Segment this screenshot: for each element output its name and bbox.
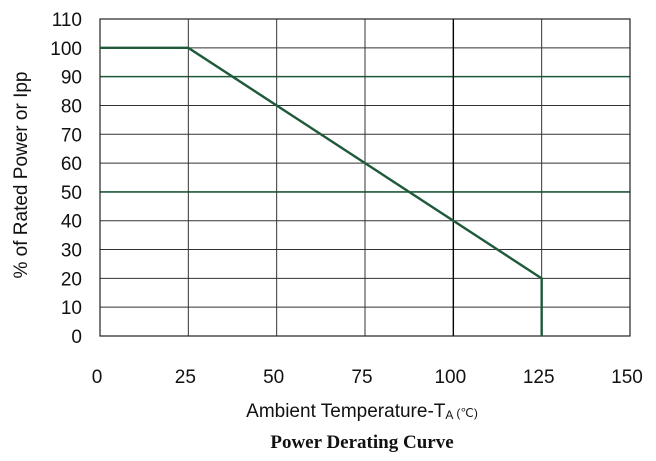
series-layer [99,46,543,337]
plot-frame [99,18,631,337]
x-axis-label-main: Ambient Temperature-T [246,401,446,422]
y-tick-label-90: 90 [61,68,82,89]
x-tick-label-125: 125 [523,367,555,388]
y-tick-label-50: 50 [61,183,82,204]
y-tick-label-10: 10 [61,298,82,319]
x-axis-label-subscript: A [445,408,453,422]
x-tick-label-0: 0 [92,367,103,388]
x-tick-label-50: 50 [263,367,284,388]
y-tick-labels: 0 10 20 30 40 50 60 70 80 90 100 110 [50,10,82,348]
y-tick-label-60: 60 [61,154,82,175]
y-tick-label-110: 110 [52,10,82,31]
x-tick-label-75: 75 [351,367,372,388]
chart-title: Power Derating Curve [270,432,453,453]
x-tick-label-100: 100 [434,367,466,388]
x-axis-label-unit: (℃) [456,406,477,420]
y-tick-label-70: 70 [61,125,82,146]
y-tick-label-30: 30 [61,241,82,262]
y-tick-label-20: 20 [61,269,82,290]
x-tick-label-25: 25 [175,367,196,388]
y-axis-label: % of Rated Power or Ipp [11,72,32,279]
y-tick-label-80: 80 [61,96,82,117]
y-tick-label-100: 100 [50,39,82,60]
series-line-0 [100,46,543,336]
y-tick-label-40: 40 [61,212,82,233]
y-tick-label-0: 0 [71,327,82,348]
x-axis-label: Ambient Temperature-TA (℃) [246,401,478,422]
x-tick-label-150: 150 [611,367,643,388]
x-tick-labels: 0 25 50 75 100 125 150 [92,367,643,388]
grid-lines [99,18,631,337]
